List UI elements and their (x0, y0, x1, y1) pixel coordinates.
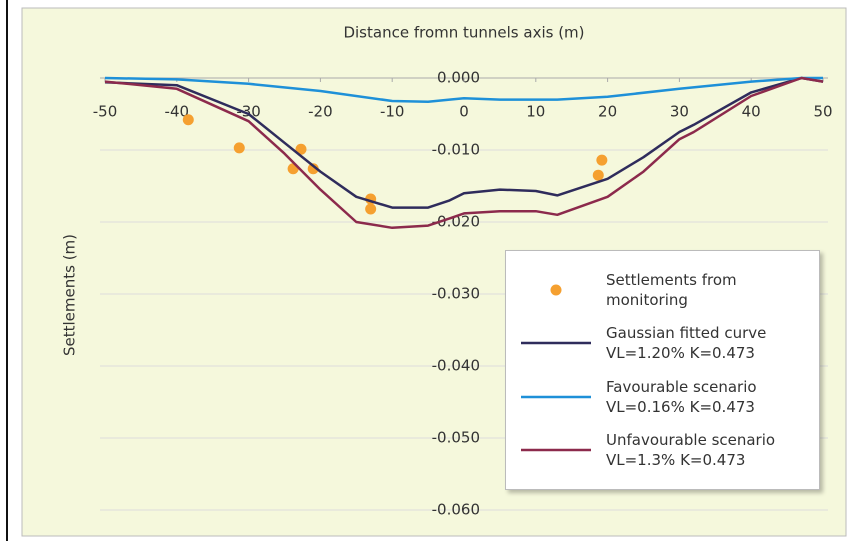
legend-label: Settlements from monitoring (606, 270, 737, 309)
x-tick-label: 10 (526, 103, 545, 121)
series-line (104, 76, 823, 104)
series-line (104, 76, 824, 230)
legend-swatch (521, 395, 591, 398)
y-tick-label: -0.040 (432, 357, 480, 375)
legend-symbol (506, 391, 606, 403)
x-tick-label: 40 (742, 103, 761, 121)
y-tick-label: 0.000 (437, 69, 480, 87)
legend-swatch (521, 342, 591, 345)
y-axis-title: Settlements (m) (61, 234, 79, 356)
x-tick-label: -20 (308, 103, 333, 121)
legend-swatch (521, 449, 591, 452)
series-line (104, 76, 824, 209)
x-tick-label: -30 (236, 103, 261, 121)
legend-symbol (506, 444, 606, 456)
legend-symbol (506, 284, 606, 296)
y-tick-label: -0.020 (432, 213, 480, 231)
legend: Settlements from monitoring Gaussian fitt… (505, 250, 820, 490)
legend-label: Gaussian fitted curve VL=1.20% K=0.473 (606, 324, 767, 363)
chart-title: Distance fromn tunnels axis (m) (343, 24, 584, 42)
legend-entry: Settlements from monitoring (506, 270, 819, 310)
x-tick-label: -40 (165, 103, 190, 121)
data-point (307, 163, 319, 175)
data-point (592, 169, 604, 181)
x-tick-label: 30 (670, 103, 689, 121)
y-tick-label: -0.030 (432, 285, 480, 303)
x-tick-label: -50 (93, 103, 118, 121)
legend-label: Favourable scenario VL=0.16% K=0.473 (606, 377, 757, 416)
x-tick-label: -10 (380, 103, 405, 121)
data-point (295, 143, 307, 155)
legend-entry: Favourable scenario VL=0.16% K=0.473 (506, 377, 819, 417)
legend-swatch (550, 284, 562, 296)
legend-entry: Unfavourable scenario VL=1.3% K=0.473 (506, 430, 819, 470)
y-tick-label: -0.060 (432, 501, 480, 519)
data-point (596, 154, 608, 166)
data-point (233, 142, 245, 154)
x-tick-label: 50 (813, 103, 832, 121)
y-tick-label: -0.050 (432, 429, 480, 447)
legend-label: Unfavourable scenario VL=1.3% K=0.473 (606, 431, 776, 470)
data-point (182, 114, 194, 126)
legend-symbol (506, 337, 606, 349)
legend-marker (550, 284, 562, 296)
legend-entry: Gaussian fitted curve VL=1.20% K=0.473 (506, 323, 819, 363)
y-tick-label: -0.010 (432, 141, 480, 159)
x-tick-label: 0 (459, 103, 469, 121)
data-point (365, 203, 377, 215)
x-tick-label: 20 (598, 103, 617, 121)
